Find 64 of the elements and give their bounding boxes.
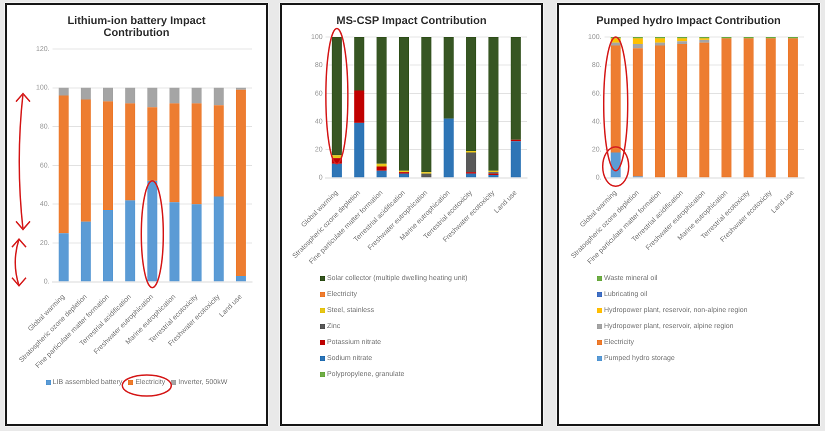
bar [376,166,387,171]
bar [80,88,91,100]
bar [655,45,665,178]
bar [488,174,498,178]
bar [398,37,410,171]
bar [510,37,521,140]
bar [766,38,776,178]
bar [721,38,732,178]
bar [214,196,224,282]
bar [677,41,688,44]
bar [632,48,643,176]
bar [376,37,387,164]
bar [103,101,113,210]
bar [354,90,364,123]
bar [488,37,498,171]
bar [147,107,158,181]
bar [192,103,202,204]
bar [444,37,454,119]
bar [332,164,342,178]
bar [788,38,798,178]
bar [421,174,432,178]
bar [125,200,136,282]
bar [332,37,342,156]
bar [125,88,136,104]
bar [655,42,665,46]
bar [192,88,202,104]
bar [169,88,180,104]
bar [354,37,364,91]
chart-title: MS-CSP Impact Contribution [335,14,488,29]
bar [632,44,643,48]
bar [398,174,410,178]
bar [376,170,387,178]
bar [699,42,710,178]
bar [236,276,246,282]
bar [421,37,432,172]
bar [677,44,688,178]
bar [214,88,224,106]
bar [466,174,476,178]
bar [103,88,113,102]
bar [80,99,91,222]
bar [103,210,113,282]
bar [466,37,476,152]
bar [169,202,180,282]
bar [376,164,387,167]
bar [192,204,202,282]
bar [80,222,91,282]
bar [58,88,69,96]
chart-title: Lithium-ion battery Impact Contribution [66,14,207,41]
bar [632,38,643,44]
bar [147,88,158,108]
bar [655,38,665,43]
chart-title: Pumped hydro Impact Contribution [595,14,782,29]
bar [214,105,224,196]
bar [444,118,454,178]
bar [744,38,754,178]
bar [236,90,246,276]
bar [58,233,69,282]
bar [125,103,136,200]
bar [610,45,621,152]
bar [58,96,69,234]
bar [466,152,476,172]
bar [354,122,364,178]
bar [510,141,521,178]
bar [169,103,180,202]
